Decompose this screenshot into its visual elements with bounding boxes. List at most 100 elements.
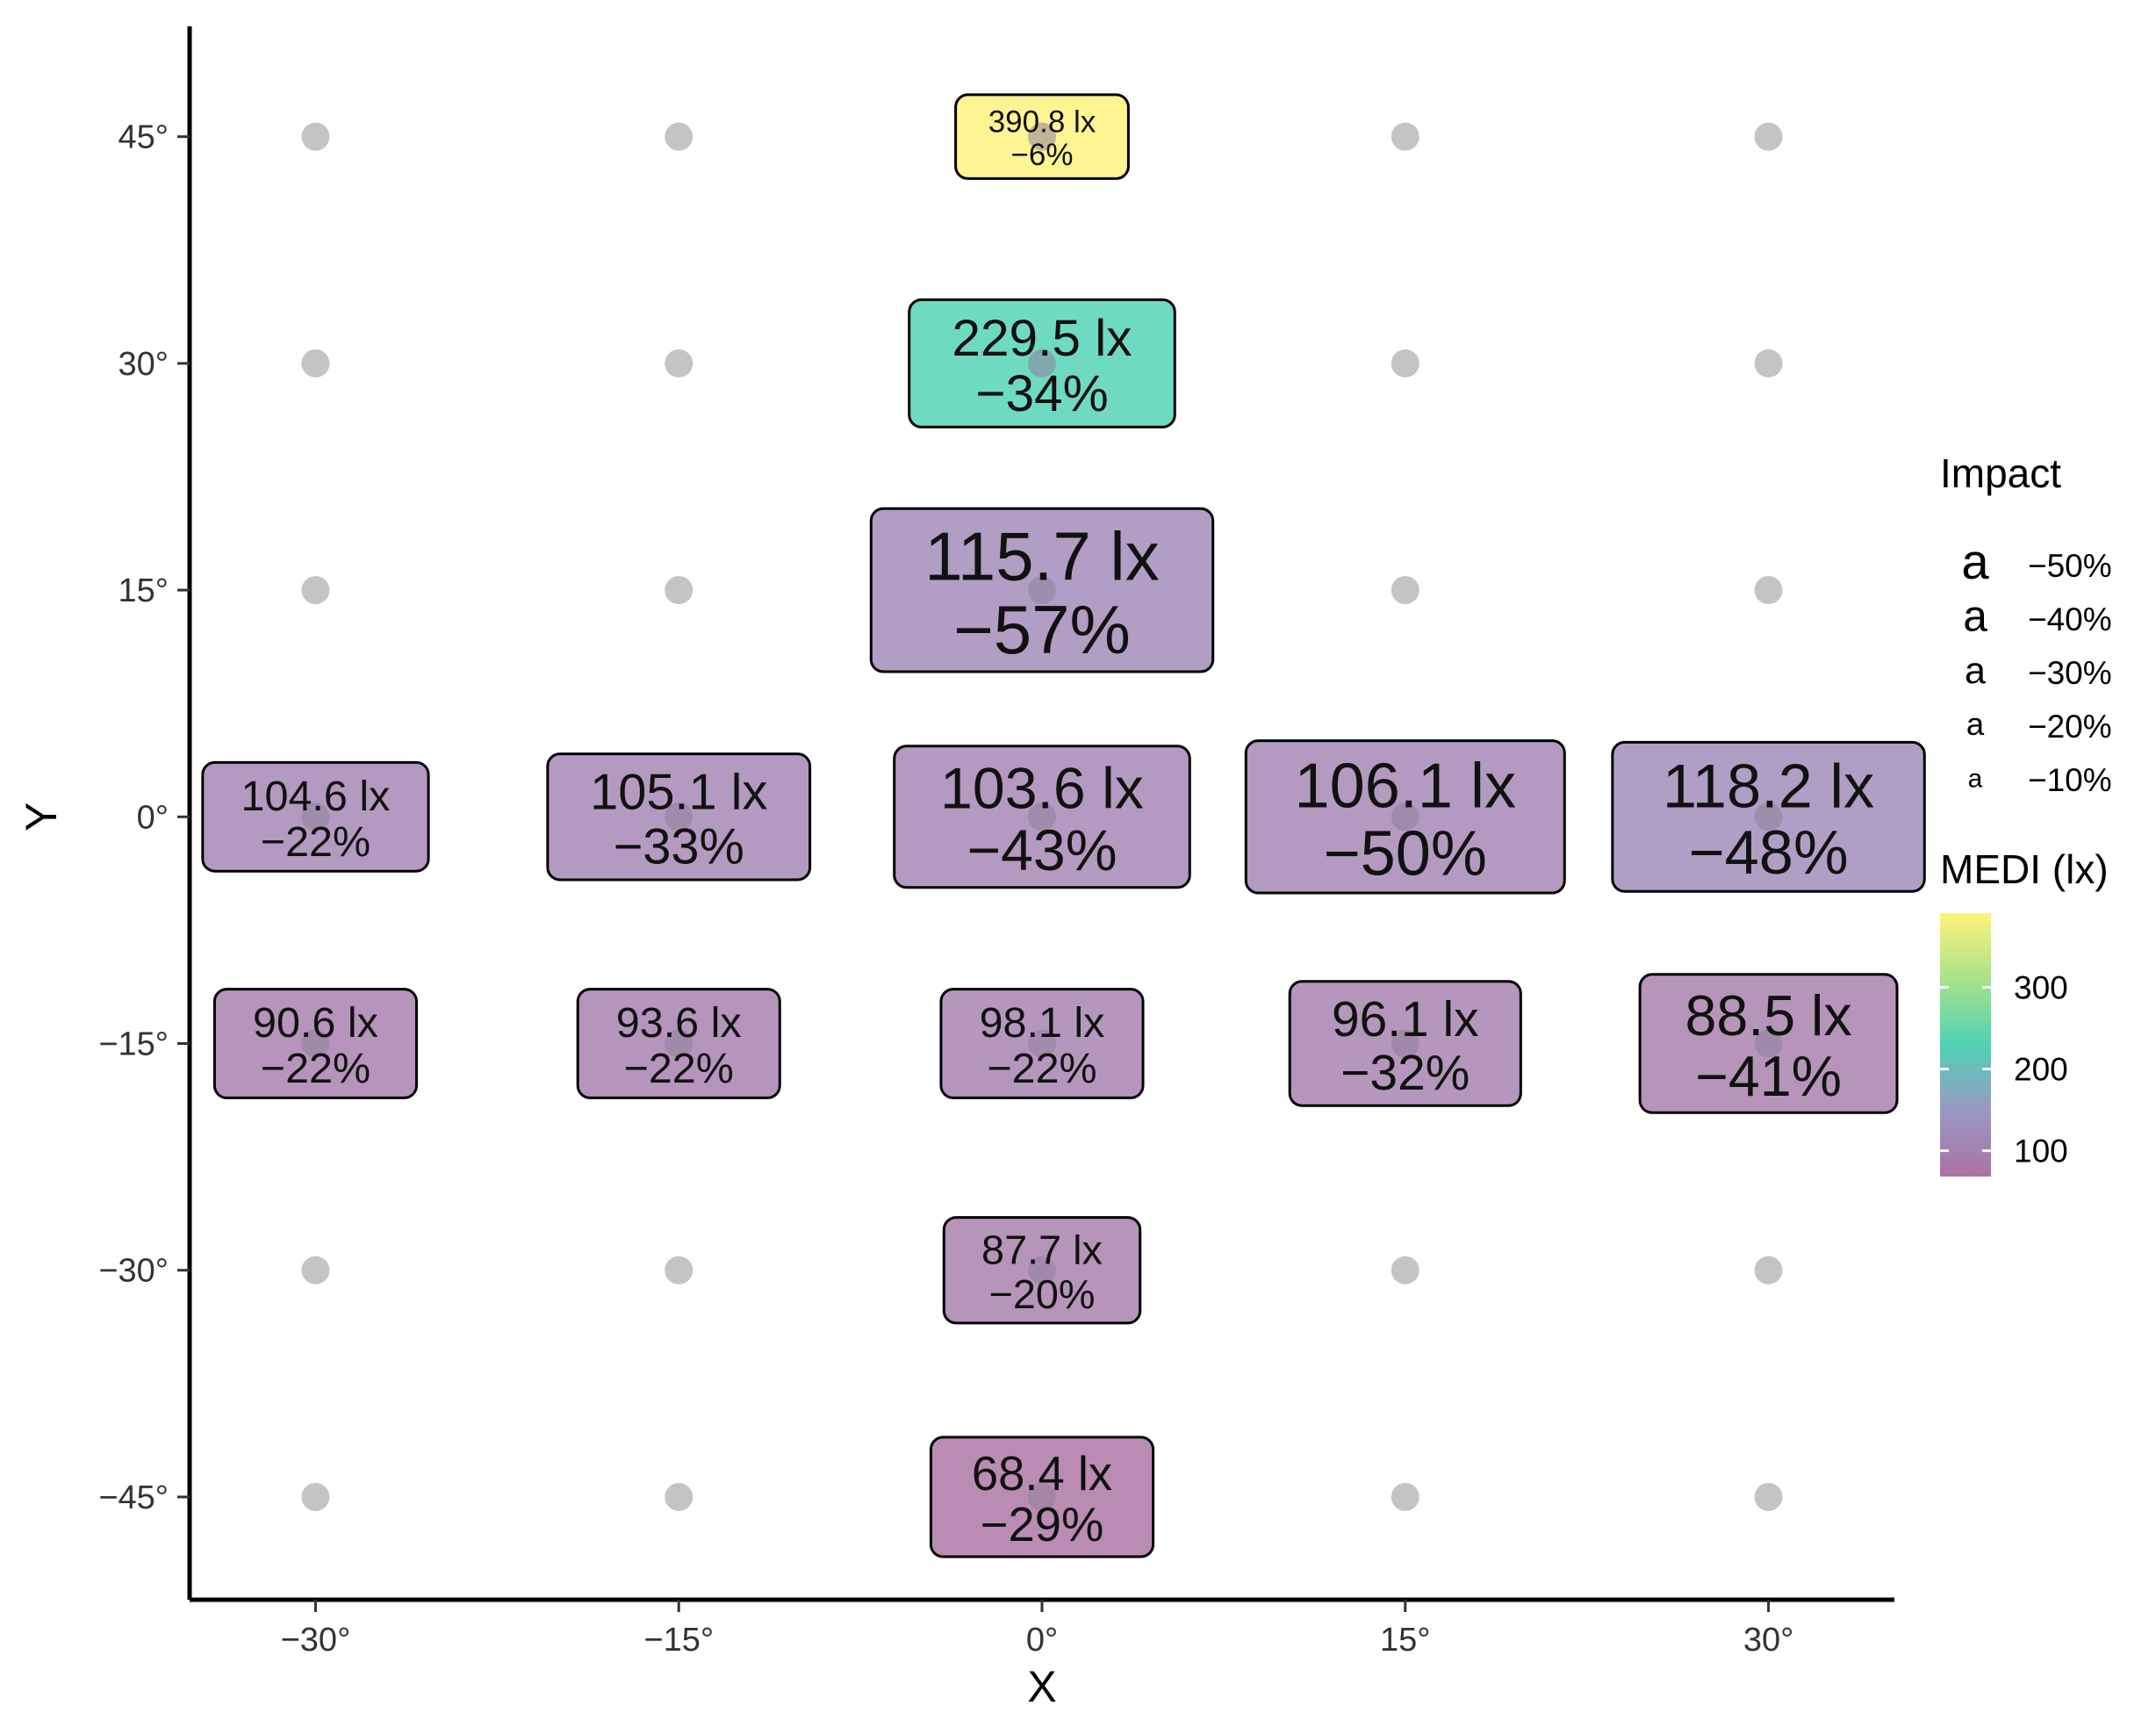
x-tick-label: 30° bbox=[1743, 1622, 1793, 1659]
impact-label: −20% bbox=[989, 1271, 1096, 1317]
x-tick-label: 15° bbox=[1380, 1622, 1430, 1659]
data-point bbox=[1028, 576, 1056, 605]
grid-point bbox=[1391, 349, 1419, 378]
legend-impact-entry: a −30% bbox=[1965, 650, 2112, 692]
impact-label: −34% bbox=[975, 365, 1109, 422]
impact-label: −41% bbox=[1695, 1045, 1842, 1108]
label-box: 103.6 lx−43% bbox=[893, 745, 1191, 889]
grid-point bbox=[1391, 1482, 1419, 1511]
label-box: 229.5 lx−34% bbox=[908, 298, 1176, 428]
legend-impact-label: −50% bbox=[2028, 548, 2112, 584]
label-box: 90.6 lx−22% bbox=[212, 988, 418, 1099]
label-box: 98.1 lx−22% bbox=[939, 988, 1145, 1099]
legend-impact-title: Impact bbox=[1940, 450, 2061, 496]
impact-label: −32% bbox=[1340, 1045, 1470, 1101]
legend-impact-key: a bbox=[1961, 534, 1989, 589]
grid-point bbox=[301, 1256, 330, 1285]
y-ticks: −45° −30° −15° 0° 15° 30° 45° bbox=[98, 119, 190, 1516]
impact-label: −57% bbox=[953, 591, 1131, 668]
colorbar-tick-label: 100 bbox=[2014, 1134, 2068, 1170]
medi-label: 93.6 lx bbox=[616, 999, 742, 1047]
legend-impact-label: −30% bbox=[2028, 655, 2112, 691]
medi-label: 88.5 lx bbox=[1685, 984, 1852, 1047]
label-box: 68.4 lx−29% bbox=[929, 1436, 1155, 1558]
grid-point bbox=[301, 349, 330, 378]
label-box: 93.6 lx−22% bbox=[576, 988, 781, 1099]
grid-point bbox=[1391, 1256, 1419, 1285]
grid-points bbox=[301, 122, 1783, 1511]
medi-label: 87.7 lx bbox=[981, 1227, 1103, 1273]
data-point bbox=[1754, 1029, 1783, 1058]
impact-label: −48% bbox=[1689, 817, 1849, 887]
grid-point bbox=[301, 1482, 330, 1511]
impact-label: −6% bbox=[1010, 138, 1073, 172]
x-tick-label: 0° bbox=[1026, 1622, 1058, 1659]
legend-impact-entry: a −50% bbox=[1961, 534, 2111, 589]
grid-point bbox=[665, 1482, 694, 1511]
label-box: 88.5 lx−41% bbox=[1638, 973, 1899, 1114]
legend-impact-entry: a −40% bbox=[1963, 591, 2111, 640]
legend-impact-key: a bbox=[1963, 591, 1987, 640]
label-box: 115.7 lx−57% bbox=[869, 507, 1215, 673]
grid-point bbox=[665, 1256, 694, 1285]
medi-label: 229.5 lx bbox=[952, 310, 1132, 367]
grid-point bbox=[1391, 576, 1419, 605]
impact-label: −50% bbox=[1324, 819, 1487, 889]
grid-point bbox=[301, 576, 330, 605]
data-point bbox=[665, 1029, 694, 1058]
legend-medi: MEDI (lx) 100 200 300 bbox=[1940, 846, 2109, 1177]
medi-label: 68.4 lx bbox=[972, 1447, 1112, 1501]
impact-label: −33% bbox=[614, 818, 744, 874]
grid-point bbox=[1754, 349, 1783, 378]
colorbar-tick-label: 300 bbox=[2014, 969, 2068, 1005]
medi-label: 106.1 lx bbox=[1295, 751, 1516, 821]
legend-impact-label: −20% bbox=[2028, 709, 2112, 745]
medi-label: 104.6 lx bbox=[241, 773, 391, 820]
legend-impact: Impact a −50% a −40% a −30% a −20% a −10% bbox=[1940, 450, 2112, 798]
label-box: 390.8 lx−6% bbox=[954, 93, 1130, 180]
label-box: 96.1 lx−32% bbox=[1288, 980, 1522, 1107]
label-box: 104.6 lx−22% bbox=[201, 760, 430, 873]
y-tick-label: 0° bbox=[137, 799, 169, 836]
medi-label: 103.6 lx bbox=[940, 756, 1144, 821]
y-tick-label: −15° bbox=[98, 1026, 169, 1063]
data-point bbox=[1028, 122, 1056, 151]
medi-label: 118.2 lx bbox=[1663, 752, 1874, 821]
grid-point bbox=[665, 576, 694, 605]
label-box: 87.7 lx−20% bbox=[942, 1216, 1142, 1325]
data-point bbox=[1028, 1256, 1056, 1285]
colorbar-tick-label: 200 bbox=[2014, 1052, 2068, 1088]
data-point bbox=[1028, 349, 1056, 378]
grid-point bbox=[665, 349, 694, 378]
grid-point bbox=[1754, 1482, 1783, 1511]
data-point bbox=[1391, 803, 1419, 831]
medi-label: 390.8 lx bbox=[988, 104, 1096, 139]
y-tick-label: 30° bbox=[119, 346, 169, 383]
impact-label: −22% bbox=[987, 1045, 1096, 1092]
data-point bbox=[1028, 803, 1056, 831]
grid-point bbox=[1754, 1256, 1783, 1285]
medi-label: 96.1 lx bbox=[1332, 991, 1479, 1047]
impact-label: −29% bbox=[981, 1498, 1104, 1551]
data-point bbox=[1028, 1029, 1056, 1058]
legend-impact-key: a bbox=[1965, 650, 1986, 692]
legend-impact-key: a bbox=[1968, 764, 1983, 793]
data-point bbox=[1754, 803, 1783, 831]
x-ticks: −30° −15° 0° 15° 30° bbox=[281, 1600, 1793, 1659]
label-boxes: 390.8 lx−6% 229.5 lx−34% 115.7 lx−57% 104.6… bbox=[201, 93, 1926, 1558]
legend-impact-entry: a −10% bbox=[1968, 762, 2112, 798]
impact-label: −22% bbox=[624, 1045, 734, 1092]
x-tick-label: −15° bbox=[643, 1622, 714, 1659]
legend-impact-entry: a −20% bbox=[1966, 706, 2112, 745]
legend-impact-key: a bbox=[1966, 706, 1985, 742]
medi-label: 105.1 lx bbox=[590, 765, 767, 821]
data-point bbox=[665, 803, 694, 831]
label-box: 106.1 lx−50% bbox=[1244, 739, 1566, 895]
grid-point bbox=[301, 122, 330, 151]
y-axis-title: Y bbox=[17, 803, 66, 831]
medi-label: 115.7 lx bbox=[924, 517, 1159, 594]
y-tick-label: 45° bbox=[119, 119, 169, 156]
grid-point bbox=[1754, 122, 1783, 151]
data-point bbox=[301, 803, 330, 831]
